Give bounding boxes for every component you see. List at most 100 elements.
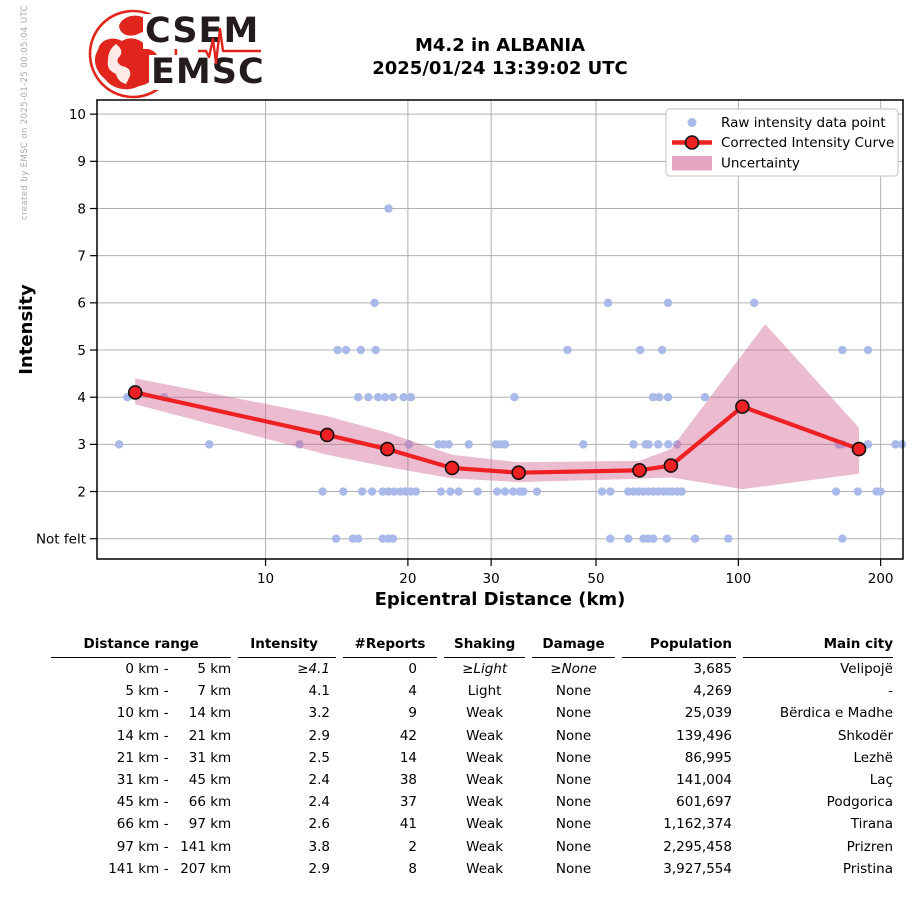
raw-data-point <box>318 487 327 496</box>
y-tick-label: 8 <box>77 201 86 217</box>
distance-range-cell: 141 km -207 km <box>51 858 231 880</box>
shaking-cell: Weak <box>466 816 504 833</box>
raw-data-point <box>579 440 588 449</box>
distance-separator: - <box>163 661 169 677</box>
raw-data-point <box>295 440 304 449</box>
intensity-cell: 2.9 <box>308 727 330 744</box>
table-row: 14 km - 21 km 2.9 42 Weak None 139,496 Shkodër <box>51 725 893 747</box>
raw-data-point <box>663 392 673 402</box>
raw-data-point <box>404 440 414 449</box>
raw-data-point <box>411 487 421 496</box>
y-axis-title: Intensity <box>16 284 37 375</box>
reports-cell: 14 <box>399 749 417 766</box>
distance-separator: - <box>163 838 169 855</box>
x-tick-label: 20 <box>399 571 416 587</box>
raw-data-point <box>389 487 399 496</box>
population-cell: 86,995 <box>684 749 732 766</box>
shaking-cell: Weak <box>466 705 504 722</box>
distance-from: 14 km <box>116 727 160 744</box>
raw-data-point <box>649 534 658 543</box>
population-cell: 25,039 <box>684 705 732 722</box>
x-tick-label: 100 <box>725 571 751 587</box>
raw-data-point <box>532 487 542 496</box>
intensity-cell: 3.8 <box>308 838 330 855</box>
raw-data-point <box>629 440 638 449</box>
raw-data-point <box>444 440 453 449</box>
page-title: M4.2 in ALBANIA 2025/01/24 13:39:02 UTC <box>260 34 740 81</box>
damage-cell: None <box>555 794 592 811</box>
title-datetime: 2025/01/24 13:39:02 UTC <box>372 58 628 80</box>
raw-data-point <box>356 345 365 355</box>
table-row: 31 km - 45 km 2.4 38 Weak None 141,004 Laç <box>51 769 893 791</box>
raw-data-point <box>339 487 348 496</box>
distance-to: 21 km <box>188 727 232 744</box>
distance-range-cell: 14 km - 21 km <box>51 725 231 747</box>
raw-data-point <box>838 345 847 355</box>
damage-cell: None <box>555 771 592 788</box>
curve-marker <box>735 399 750 414</box>
column-header: Shaking <box>444 633 526 658</box>
damage-cell: None <box>555 838 592 855</box>
raw-data-point <box>406 392 416 402</box>
raw-data-point <box>606 487 615 496</box>
distance-to: 207 km <box>180 860 232 877</box>
distance-to: 31 km <box>188 749 232 766</box>
logo-csem-text: CSEM <box>143 11 262 51</box>
table-row: 0 km - 5 km ≥4.1 0 ≥Light ≥None 3,685 Velipojë <box>51 658 893 680</box>
raw-data-point <box>353 392 363 402</box>
distance-range-cell: 5 km - 7 km <box>51 680 231 702</box>
raw-data-point <box>853 487 863 496</box>
distance-to: 66 km <box>188 794 232 811</box>
distance-to: 5 km <box>197 661 232 677</box>
distance-separator: - <box>163 683 169 700</box>
raw-data-point <box>341 345 351 355</box>
raw-data-point <box>648 392 658 402</box>
legend-label: Corrected Intensity Curve <box>721 135 894 151</box>
x-tick-label: 10 <box>257 571 274 587</box>
distance-from: 97 km <box>116 838 160 855</box>
population-cell: 1,162,374 <box>663 816 732 833</box>
raw-data-point <box>838 534 847 543</box>
raw-data-point <box>473 487 482 496</box>
distance-to: 7 km <box>197 683 232 700</box>
y-tick-label: 3 <box>77 437 86 453</box>
raw-data-point <box>863 440 873 449</box>
distance-from: 45 km <box>116 794 160 811</box>
raw-data-point <box>353 534 363 543</box>
reports-cell: 9 <box>408 705 417 722</box>
raw-data-point <box>464 440 473 449</box>
raw-data-point <box>371 345 380 355</box>
distance-range-cell: 66 km - 97 km <box>51 813 231 835</box>
curve-marker <box>511 465 526 480</box>
raw-data-point <box>891 440 900 449</box>
y-tick-label: 10 <box>69 107 86 123</box>
y-tick-label: Not felt <box>36 532 86 548</box>
reports-cell: 0 <box>408 661 417 677</box>
raw-data-point <box>657 345 667 355</box>
intensity-cell: 2.6 <box>308 816 330 833</box>
raw-data-point <box>624 534 633 543</box>
distance-range-cell: 0 km - 5 km <box>51 658 231 680</box>
y-tick-label: 7 <box>77 248 86 264</box>
damage-cell: None <box>555 860 592 877</box>
shaking-cell: Weak <box>466 860 504 877</box>
raw-data-point <box>603 298 613 308</box>
raw-data-point <box>749 298 759 308</box>
reports-cell: 42 <box>399 727 417 744</box>
raw-data-point <box>436 487 446 496</box>
raw-data-point <box>863 345 873 355</box>
main-city-cell: Bërdica e Madhe <box>779 705 893 722</box>
distance-from: 5 km <box>125 683 160 700</box>
column-header: Population <box>621 633 736 658</box>
curve-marker <box>663 458 679 473</box>
legend: Raw intensity data point Corrected Intens… <box>665 108 899 177</box>
column-header: Distance range <box>51 633 232 658</box>
column-header: Main city <box>743 633 893 658</box>
raw-data-point <box>454 487 463 496</box>
raw-data-point <box>380 392 390 402</box>
raw-data-point <box>500 487 510 496</box>
raw-data-point <box>654 392 664 402</box>
title-event: M4.2 in ALBANIA <box>414 35 586 56</box>
raw-data-point <box>500 440 510 449</box>
